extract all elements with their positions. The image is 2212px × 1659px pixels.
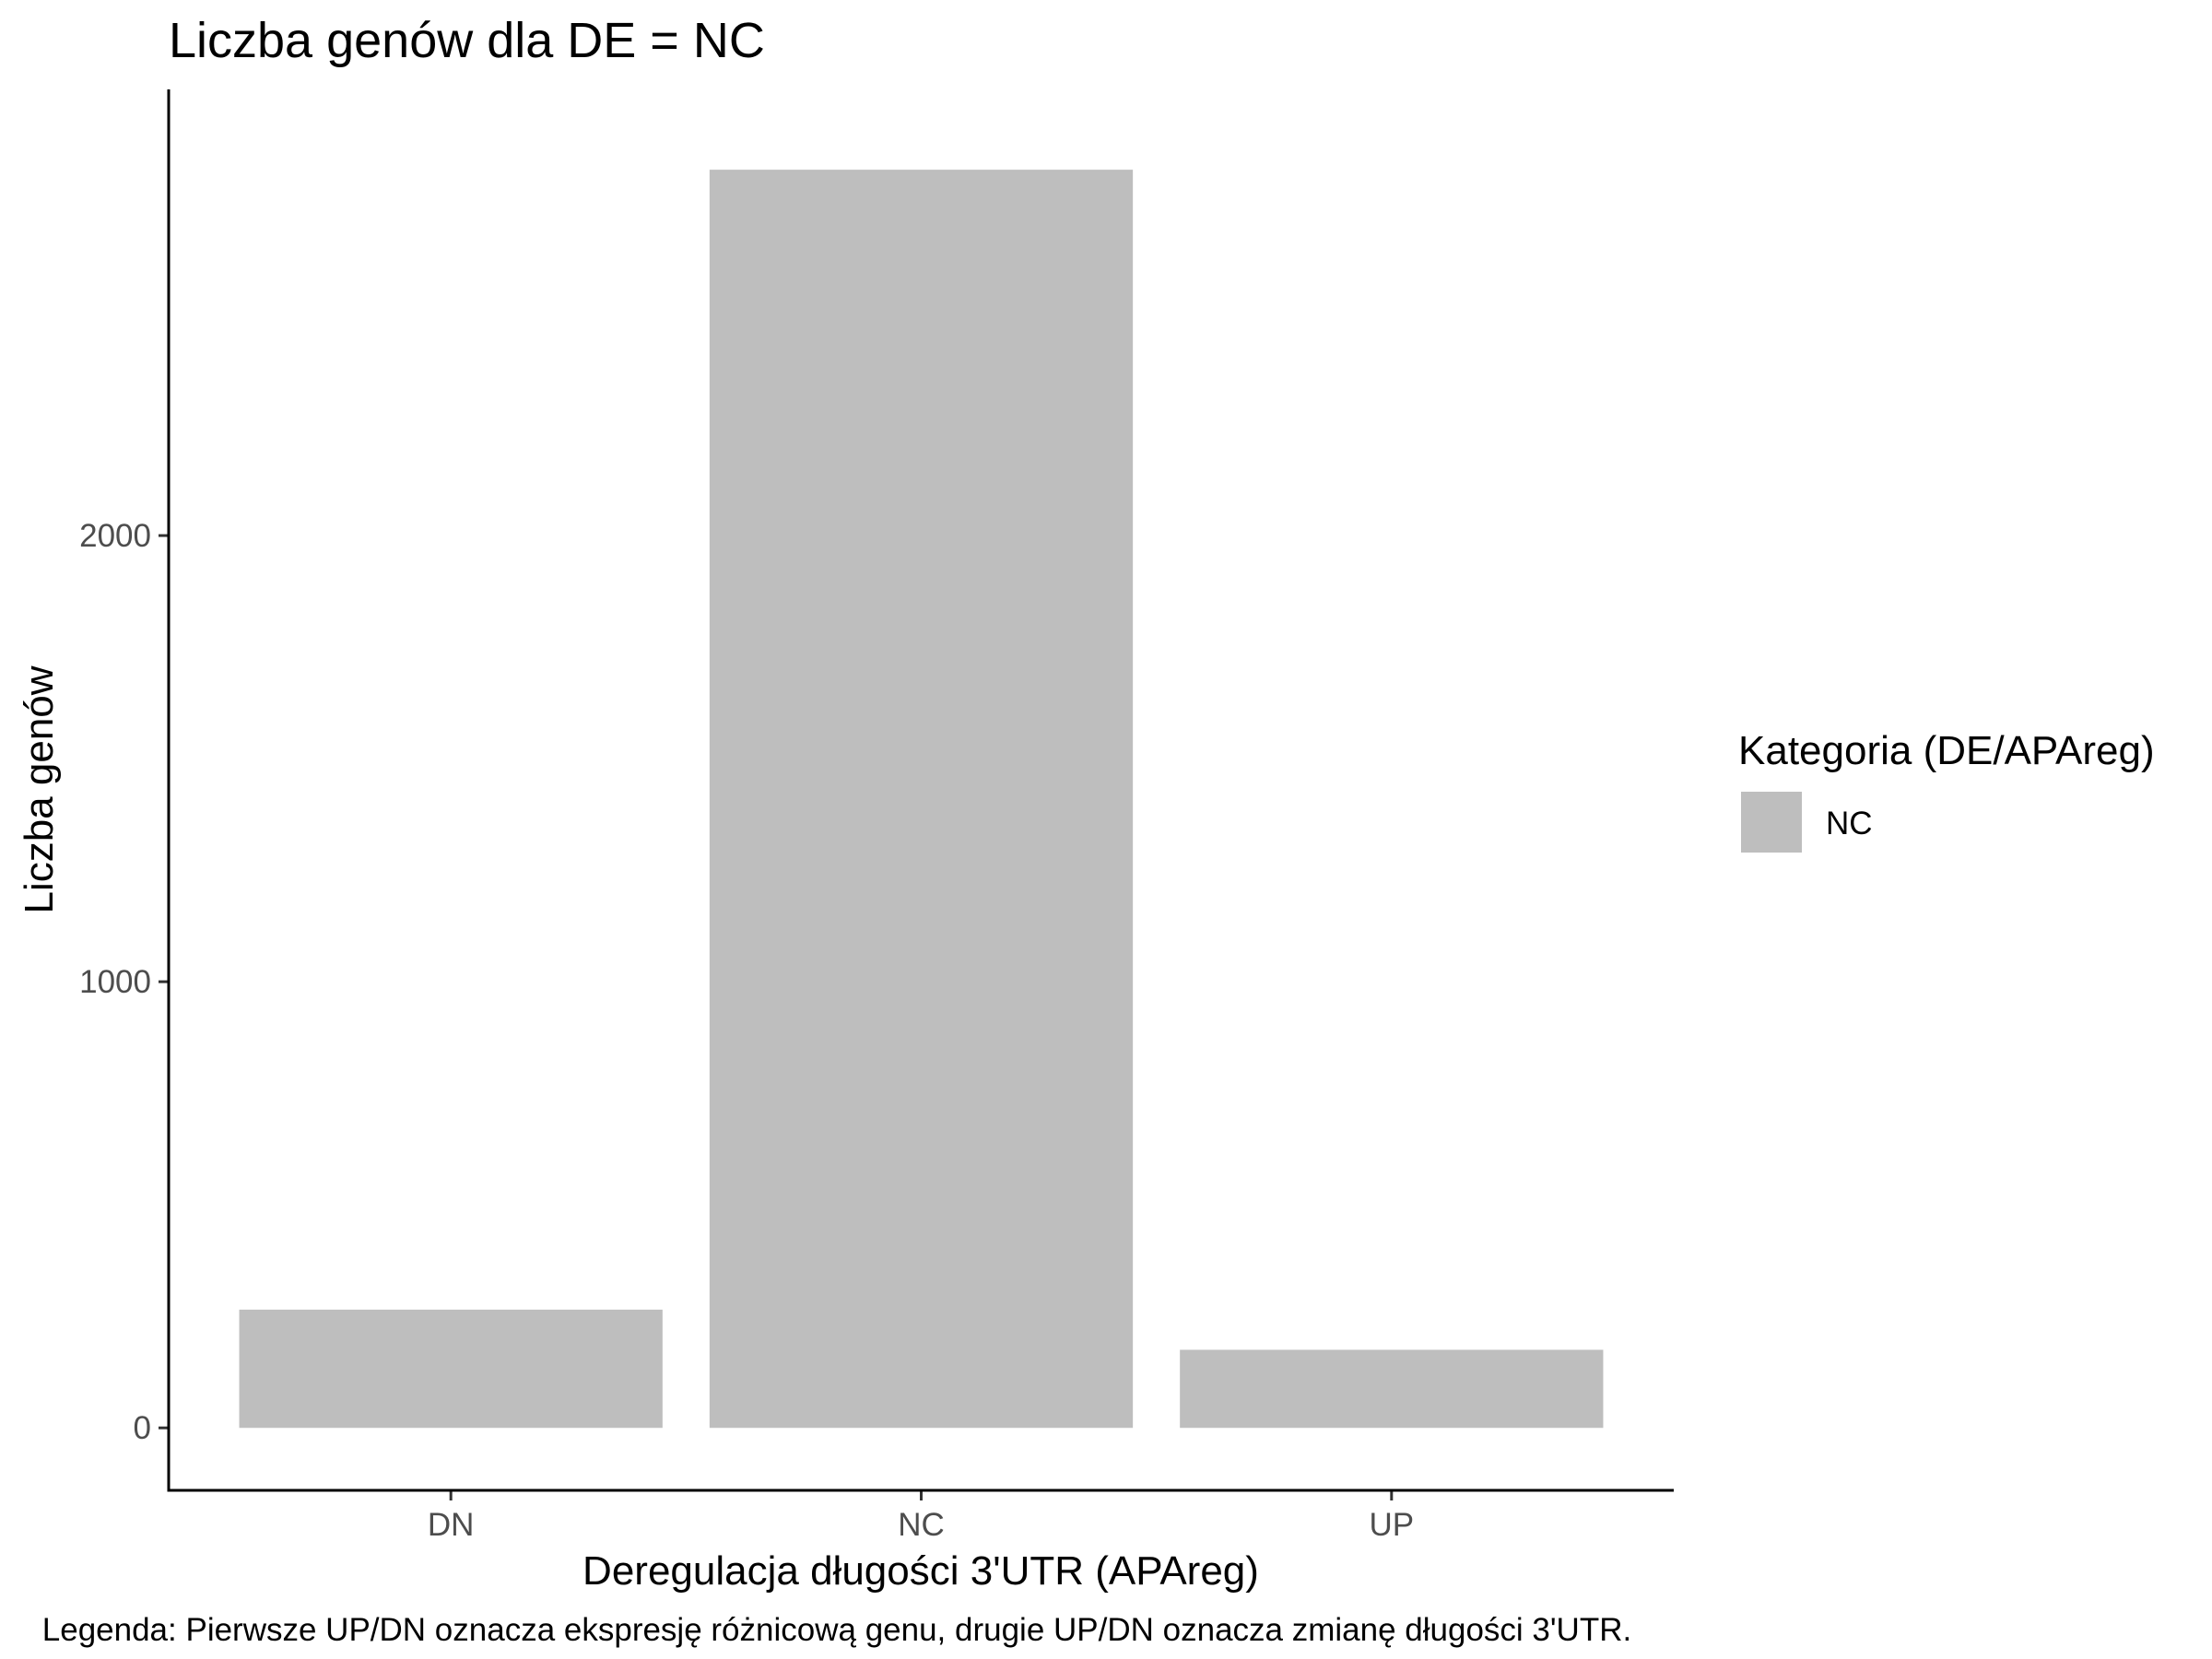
y-tick-label-0: 0 xyxy=(134,1410,151,1446)
bar-up xyxy=(1180,1349,1604,1429)
bar-dn xyxy=(239,1309,663,1429)
caption: Legenda: Pierwsze UP/DN oznacza ekspresj… xyxy=(42,1612,1631,1648)
legend: Kategoria (DE/APAreg) NC xyxy=(1738,728,2155,853)
chart-title: Liczba genów dla DE = NC xyxy=(169,13,765,68)
y-tick-label-1000: 1000 xyxy=(79,964,151,1000)
legend-title: Kategoria (DE/APAreg) xyxy=(1738,728,2155,773)
bar-nc xyxy=(709,170,1134,1429)
legend-key-nc xyxy=(1741,792,1802,853)
x-tick-label-nc: NC xyxy=(898,1507,945,1543)
x-tick-label-up: UP xyxy=(1370,1507,1415,1543)
x-tick-label-dn: DN xyxy=(428,1507,475,1543)
x-axis-title: Deregulacja długości 3'UTR (APAreg) xyxy=(582,1548,1259,1594)
y-tick-label-2000: 2000 xyxy=(79,518,151,554)
x-axis-ticks: DN NC UP xyxy=(428,1490,1414,1543)
bars-group xyxy=(239,170,1604,1429)
y-axis-ticks: 0 1000 2000 xyxy=(79,518,169,1446)
y-axis-title: Liczba genów xyxy=(17,665,62,913)
legend-label-nc: NC xyxy=(1826,806,1873,841)
